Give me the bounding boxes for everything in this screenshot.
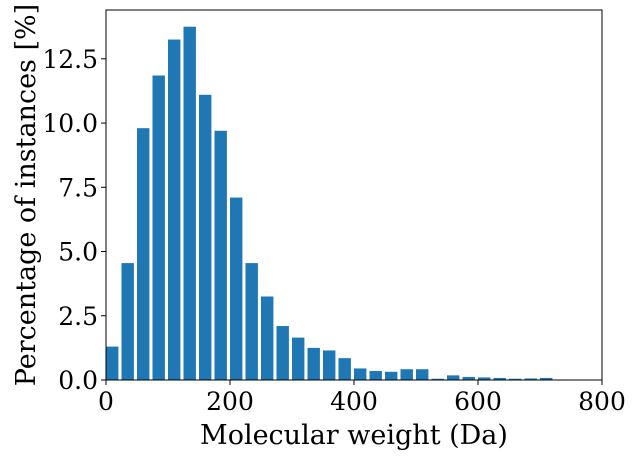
bar xyxy=(199,94,212,380)
bar xyxy=(261,296,274,380)
bar xyxy=(524,378,537,380)
bar xyxy=(462,376,475,380)
bar xyxy=(416,369,429,380)
x-tick-label: 600 xyxy=(454,387,502,416)
bar xyxy=(106,346,119,380)
x-tick-label: 200 xyxy=(206,387,254,416)
bar xyxy=(292,337,305,380)
bar xyxy=(540,377,553,380)
bar xyxy=(338,358,351,380)
bar xyxy=(431,378,444,380)
bar xyxy=(369,371,382,380)
y-axis-title: Percentage of instances [%] xyxy=(11,4,42,386)
bar xyxy=(400,369,413,380)
x-tick-label: 800 xyxy=(578,387,626,416)
y-tick-label: 10.0 xyxy=(42,109,98,138)
bar xyxy=(354,368,367,380)
bar xyxy=(168,39,181,381)
x-axis-title: Molecular weight (Da) xyxy=(200,420,508,451)
y-tick-label: 7.5 xyxy=(58,173,98,202)
bar xyxy=(121,263,134,380)
y-tick-label: 2.5 xyxy=(58,302,98,331)
x-tick-label: 400 xyxy=(330,387,378,416)
bars-group xyxy=(106,26,568,381)
bar xyxy=(137,128,150,380)
bar xyxy=(447,375,460,381)
bar xyxy=(230,197,243,380)
bar xyxy=(276,326,289,380)
y-axis: 0.0 2.5 5.0 7.5 10.0 12.5 xyxy=(42,45,106,395)
bar xyxy=(307,347,320,380)
bar xyxy=(152,75,165,381)
bar xyxy=(245,263,258,380)
y-tick-label: 5.0 xyxy=(58,238,98,267)
x-axis: 0 200 400 600 800 xyxy=(98,380,626,416)
bar xyxy=(509,378,522,380)
bar xyxy=(493,377,506,380)
bar xyxy=(385,371,398,380)
bar xyxy=(478,377,491,380)
y-tick-label: 0.0 xyxy=(58,366,98,395)
y-tick-label: 12.5 xyxy=(42,45,98,74)
x-tick-label: 0 xyxy=(98,387,114,416)
bar xyxy=(323,350,336,380)
bar xyxy=(183,26,196,380)
bar xyxy=(214,130,227,380)
